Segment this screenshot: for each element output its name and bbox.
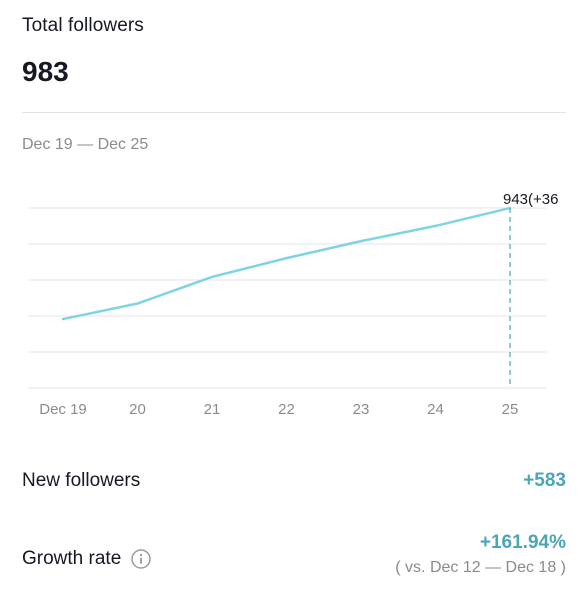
new-followers-row: New followers +583 bbox=[22, 470, 566, 492]
grid-lines bbox=[28, 208, 547, 388]
total-followers-value: 983 bbox=[22, 56, 69, 88]
data-point bbox=[360, 240, 362, 242]
x-tick-label: Dec 19 bbox=[39, 401, 87, 418]
growth-rate-value-group: +161.94% ( vs. Dec 12 — Dec 18 ) bbox=[395, 532, 566, 577]
card-title: Total followers bbox=[22, 15, 144, 37]
new-followers-label: New followers bbox=[22, 470, 140, 492]
x-tick-label: 24 bbox=[427, 401, 444, 418]
date-range-label: Dec 19 — Dec 25 bbox=[22, 136, 148, 154]
divider bbox=[22, 112, 566, 113]
info-icon[interactable] bbox=[131, 549, 151, 569]
growth-rate-label-group: Growth rate bbox=[22, 540, 151, 577]
x-tick-label: 23 bbox=[353, 401, 370, 418]
growth-rate-value: +161.94% bbox=[395, 532, 566, 554]
x-tick-label: 25 bbox=[502, 401, 519, 418]
x-tick-label: 22 bbox=[278, 401, 295, 418]
comparison-range-label: ( vs. Dec 12 — Dec 18 ) bbox=[395, 559, 566, 577]
growth-rate-row: Growth rate +161.94% ( vs. Dec 12 — Dec … bbox=[22, 532, 566, 577]
data-point bbox=[62, 318, 64, 320]
new-followers-value: +583 bbox=[523, 470, 566, 492]
highlight-group: 943(+36 bbox=[503, 191, 558, 388]
x-tick-label: 21 bbox=[204, 401, 221, 418]
followers-line-chart[interactable]: Dec 19 20 21 22 23 24 25 943(+36 bbox=[0, 180, 588, 430]
data-point bbox=[286, 257, 288, 259]
data-point bbox=[211, 276, 213, 278]
highlight-value-label: 943(+36 bbox=[503, 191, 558, 208]
series-line-group bbox=[62, 207, 511, 320]
growth-rate-label: Growth rate bbox=[22, 548, 121, 570]
series-line bbox=[63, 208, 510, 319]
x-axis-labels: Dec 19 20 21 22 23 24 25 bbox=[39, 401, 518, 418]
data-point bbox=[137, 303, 139, 305]
x-tick-label: 20 bbox=[129, 401, 146, 418]
data-point bbox=[435, 225, 437, 227]
